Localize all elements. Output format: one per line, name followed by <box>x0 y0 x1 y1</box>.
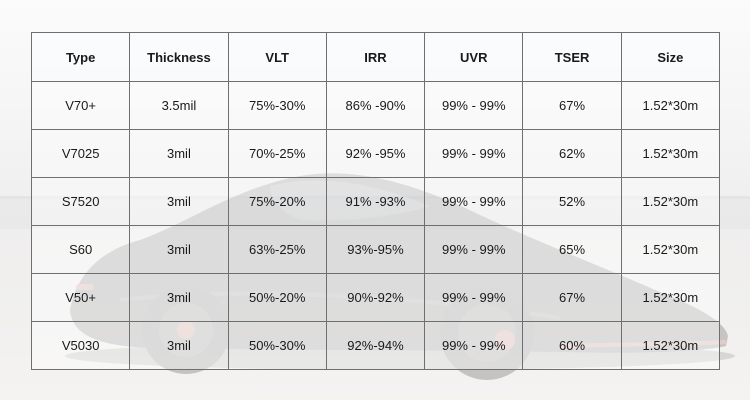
cell-uvr: 99% - 99% <box>424 273 524 322</box>
spec-table-header-row: Type Thickness VLT IRR UVR TSER Size <box>30 32 721 82</box>
column-header-uvr: UVR <box>424 32 524 82</box>
cell-tser: 62% <box>522 129 622 178</box>
table-row: V50+ 3mil 50%-20% 90%-92% 99% - 99% 67% … <box>30 273 721 322</box>
cell-tser: 65% <box>522 225 622 274</box>
cell-irr: 90%-92% <box>325 273 426 322</box>
cell-type: S7520 <box>30 177 131 226</box>
cell-vlt: 75%-20% <box>227 177 327 226</box>
cell-uvr: 99% - 99% <box>424 225 524 274</box>
cell-type: V7025 <box>30 129 131 178</box>
table-row: V5030 3mil 50%-30% 92%-94% 99% - 99% 60%… <box>30 321 721 370</box>
cell-vlt: 63%-25% <box>227 225 327 274</box>
cell-tser: 67% <box>522 273 622 322</box>
cell-vlt: 50%-20% <box>227 273 327 322</box>
spec-table: Type Thickness VLT IRR UVR TSER Size V70… <box>30 32 721 370</box>
cell-type: V5030 <box>30 321 131 370</box>
cell-size: 1.52*30m <box>620 81 721 130</box>
table-row: S60 3mil 63%-25% 93%-95% 99% - 99% 65% 1… <box>30 225 721 274</box>
cell-uvr: 99% - 99% <box>424 129 524 178</box>
column-header-type: Type <box>30 32 131 82</box>
cell-size: 1.52*30m <box>620 225 721 274</box>
cell-irr: 92% -95% <box>325 129 426 178</box>
column-header-tser: TSER <box>522 32 622 82</box>
cell-irr: 86% -90% <box>325 81 426 130</box>
column-header-size: Size <box>620 32 721 82</box>
table-row: V7025 3mil 70%-25% 92% -95% 99% - 99% 62… <box>30 129 721 178</box>
cell-size: 1.52*30m <box>620 273 721 322</box>
cell-uvr: 99% - 99% <box>424 81 524 130</box>
cell-thickness: 3mil <box>129 129 229 178</box>
cell-thickness: 3mil <box>129 273 229 322</box>
cell-uvr: 99% - 99% <box>424 177 524 226</box>
cell-thickness: 3mil <box>129 177 229 226</box>
cell-vlt: 75%-30% <box>227 81 327 130</box>
cell-tser: 67% <box>522 81 622 130</box>
cell-vlt: 70%-25% <box>227 129 327 178</box>
cell-size: 1.52*30m <box>620 177 721 226</box>
cell-uvr: 99% - 99% <box>424 321 524 370</box>
cell-irr: 91% -93% <box>325 177 426 226</box>
cell-thickness: 3mil <box>129 321 229 370</box>
cell-vlt: 50%-30% <box>227 321 327 370</box>
cell-irr: 93%-95% <box>325 225 426 274</box>
column-header-vlt: VLT <box>227 32 327 82</box>
table-row: S7520 3mil 75%-20% 91% -93% 99% - 99% 52… <box>30 177 721 226</box>
table-row: V70+ 3.5mil 75%-30% 86% -90% 99% - 99% 6… <box>30 81 721 130</box>
cell-tser: 60% <box>522 321 622 370</box>
cell-type: V70+ <box>30 81 131 130</box>
cell-type: V50+ <box>30 273 131 322</box>
cell-thickness: 3.5mil <box>129 81 229 130</box>
cell-thickness: 3mil <box>129 225 229 274</box>
cell-irr: 92%-94% <box>325 321 426 370</box>
cell-tser: 52% <box>522 177 622 226</box>
cell-type: S60 <box>30 225 131 274</box>
column-header-irr: IRR <box>325 32 426 82</box>
cell-size: 1.52*30m <box>620 129 721 178</box>
cell-size: 1.52*30m <box>620 321 721 370</box>
column-header-thickness: Thickness <box>129 32 229 82</box>
